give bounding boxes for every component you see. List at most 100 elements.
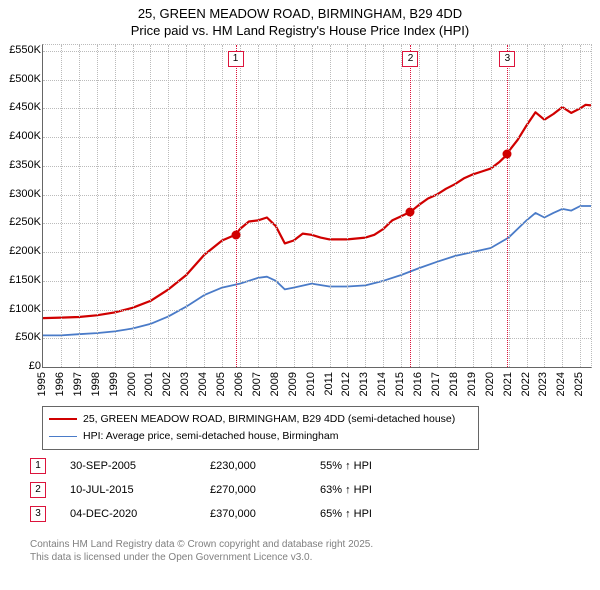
y-axis-label: £250K — [1, 216, 41, 228]
event-vertical-line — [236, 45, 237, 367]
gridline-v — [240, 45, 241, 367]
x-axis-label: 2008 — [269, 372, 281, 396]
x-axis-label: 1997 — [72, 372, 84, 396]
chart-title-block: 25, GREEN MEADOW ROAD, BIRMINGHAM, B29 4… — [0, 0, 600, 40]
chart-area: 123 £0 £50K £100K £150K £200K £250K £300K £350K… — [0, 44, 600, 400]
table-marker-box: 2 — [30, 482, 46, 498]
table-price: £270,000 — [210, 484, 320, 496]
gridline-v — [258, 45, 259, 367]
table-row: 210-JUL-2015£270,00063% ↑ HPI — [30, 478, 420, 502]
x-axis-label: 2002 — [161, 372, 173, 396]
y-axis-label: £0 — [1, 360, 41, 372]
x-axis-label: 1995 — [36, 372, 48, 396]
gridline-v — [383, 45, 384, 367]
x-axis-label: 2022 — [520, 372, 532, 396]
table-price: £370,000 — [210, 508, 320, 520]
gridline-v — [544, 45, 545, 367]
gridline-v — [455, 45, 456, 367]
x-axis-label: 2025 — [573, 372, 585, 396]
x-axis-label: 2024 — [555, 372, 567, 396]
y-axis-label: £350K — [1, 159, 41, 171]
x-axis-label: 2014 — [376, 372, 388, 396]
x-axis-label: 2011 — [323, 372, 335, 396]
title-line-1: 25, GREEN MEADOW ROAD, BIRMINGHAM, B29 4… — [0, 6, 600, 23]
gridline-v — [509, 45, 510, 367]
gridline-v — [580, 45, 581, 367]
attribution-line-1: Contains HM Land Registry data © Crown c… — [30, 538, 373, 551]
table-marker-box: 3 — [30, 506, 46, 522]
gridline-v — [97, 45, 98, 367]
gridline-v — [222, 45, 223, 367]
gridline-v — [401, 45, 402, 367]
legend: 25, GREEN MEADOW ROAD, BIRMINGHAM, B29 4… — [42, 406, 479, 450]
gridline-v — [150, 45, 151, 367]
x-axis-label: 2007 — [251, 372, 263, 396]
gridline-v — [365, 45, 366, 367]
gridline-v — [294, 45, 295, 367]
x-axis-label: 2021 — [502, 372, 514, 396]
gridline-v — [186, 45, 187, 367]
x-axis-label: 2017 — [430, 372, 442, 396]
legend-row: HPI: Average price, semi-detached house,… — [49, 428, 472, 445]
x-axis-label: 1999 — [108, 372, 120, 396]
chart-container: 25, GREEN MEADOW ROAD, BIRMINGHAM, B29 4… — [0, 0, 600, 590]
gridline-v — [473, 45, 474, 367]
gridline-v — [330, 45, 331, 367]
event-vertical-line — [410, 45, 411, 367]
gridline-v — [276, 45, 277, 367]
gridline-v — [204, 45, 205, 367]
x-axis-label: 1996 — [54, 372, 66, 396]
attribution: Contains HM Land Registry data © Crown c… — [30, 538, 373, 564]
gridline-v — [491, 45, 492, 367]
event-vertical-line — [507, 45, 508, 367]
x-axis-label: 2006 — [233, 372, 245, 396]
x-axis-label: 2013 — [358, 372, 370, 396]
legend-label: HPI: Average price, semi-detached house,… — [83, 428, 338, 445]
gridline-v — [312, 45, 313, 367]
y-axis-label: £200K — [1, 245, 41, 257]
table-date: 30-SEP-2005 — [70, 460, 210, 472]
x-axis-label: 2018 — [448, 372, 460, 396]
gridline-v — [79, 45, 80, 367]
legend-swatch — [49, 436, 77, 437]
plot-area: 123 — [42, 44, 592, 368]
x-axis-label: 1998 — [90, 372, 102, 396]
attribution-line-2: This data is licensed under the Open Gov… — [30, 551, 373, 564]
gridline-v — [419, 45, 420, 367]
legend-label: 25, GREEN MEADOW ROAD, BIRMINGHAM, B29 4… — [83, 411, 455, 428]
x-axis-label: 2020 — [484, 372, 496, 396]
y-axis-label: £300K — [1, 188, 41, 200]
gridline-v — [115, 45, 116, 367]
y-axis-label: £500K — [1, 73, 41, 85]
x-axis-label: 2001 — [143, 372, 155, 396]
gridline-v — [61, 45, 62, 367]
table-date: 04-DEC-2020 — [70, 508, 210, 520]
y-axis-label: £50K — [1, 331, 41, 343]
table-price: £230,000 — [210, 460, 320, 472]
x-axis-label: 2012 — [340, 372, 352, 396]
x-axis-label: 2005 — [215, 372, 227, 396]
x-axis-label: 2010 — [305, 372, 317, 396]
x-axis-label: 2019 — [466, 372, 478, 396]
legend-swatch — [49, 418, 77, 420]
legend-row: 25, GREEN MEADOW ROAD, BIRMINGHAM, B29 4… — [49, 411, 472, 428]
event-data-table: 130-SEP-2005£230,00055% ↑ HPI210-JUL-201… — [30, 454, 420, 526]
gridline-v — [347, 45, 348, 367]
table-marker-box: 1 — [30, 458, 46, 474]
title-line-2: Price paid vs. HM Land Registry's House … — [0, 23, 600, 40]
y-axis-label: £100K — [1, 303, 41, 315]
y-axis-label: £400K — [1, 130, 41, 142]
y-axis-label: £550K — [1, 44, 41, 56]
gridline-v — [168, 45, 169, 367]
table-row: 130-SEP-2005£230,00055% ↑ HPI — [30, 454, 420, 478]
table-date: 10-JUL-2015 — [70, 484, 210, 496]
gridline-v — [562, 45, 563, 367]
x-axis-label: 2000 — [126, 372, 138, 396]
y-axis-label: £450K — [1, 101, 41, 113]
table-pct: 65% ↑ HPI — [320, 508, 420, 520]
gridline-v — [133, 45, 134, 367]
x-axis-label: 2016 — [412, 372, 424, 396]
y-axis-label: £150K — [1, 274, 41, 286]
event-marker-box: 3 — [499, 51, 515, 67]
x-axis-label: 2004 — [197, 372, 209, 396]
